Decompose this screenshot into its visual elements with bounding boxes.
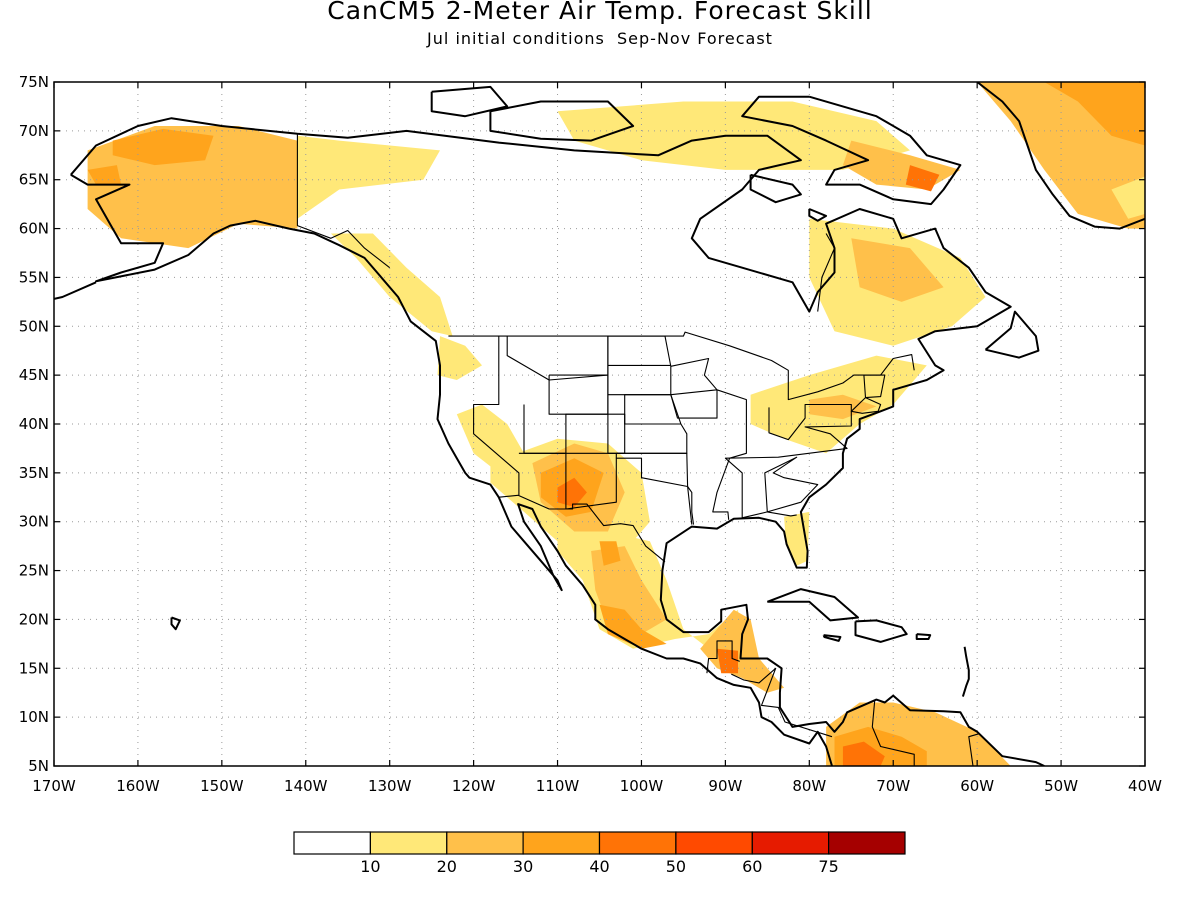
colorbar-swatch	[369, 831, 448, 855]
skill-region-alaska-west	[87, 165, 122, 185]
lon-tick-label: 50W	[1044, 777, 1078, 795]
skill-region-labrador-inner	[851, 238, 944, 302]
colorbar-label: 40	[589, 857, 609, 876]
lat-tick-label: 5N	[28, 757, 49, 775]
border-hudson-bay-east	[817, 233, 836, 312]
border-us-states-dakotas	[607, 335, 672, 396]
coastline-southampton-island	[749, 173, 802, 204]
skill-region-mexico-north-hot	[599, 541, 621, 566]
coastline-jamaica	[822, 634, 842, 642]
skill-region-baffin-hot	[905, 165, 940, 192]
skill-region-bc-coast	[330, 233, 453, 337]
border-us-states-northeast	[850, 374, 886, 414]
map-title: CanCM5 2-Meter Air Temp. Forecast Skill	[327, 0, 873, 25]
axis-layer: 170W 160W 150W 140W 130W 120W 110W 100W 90W 80W 70…	[19, 73, 1162, 795]
colorbar-swatch	[675, 831, 753, 855]
lon-tick-label: 120W	[452, 777, 496, 795]
lon-tick-label: 140W	[284, 777, 328, 795]
coastline-baffin-island	[741, 95, 962, 206]
lon-tick-label: 110W	[536, 777, 580, 795]
border-us-states-utah-colorado	[523, 404, 626, 454]
border-us-states-midwest	[670, 357, 747, 520]
lat-tick-label: 30N	[19, 513, 49, 531]
lon-tick-label: 90W	[708, 777, 742, 795]
lat-tick-label: 45N	[19, 366, 49, 384]
lat-tick-label: 25N	[19, 562, 49, 580]
lon-tick-label: 80W	[792, 777, 826, 795]
coastline-puerto-rico	[915, 633, 932, 640]
coastline-lesser-antilles	[961, 646, 970, 697]
skill-region-alaska-north	[112, 128, 214, 166]
skill-region-greenland-inner	[1044, 82, 1145, 146]
lat-tick-label: 40N	[19, 415, 49, 433]
colorbar-swatch	[751, 831, 830, 855]
border-central-america-borders	[731, 667, 833, 738]
colorbar-swatch	[598, 831, 677, 855]
lon-tick-label: 160W	[116, 777, 160, 795]
border-us-canada-border	[448, 331, 915, 401]
lon-tick-label: 150W	[200, 777, 244, 795]
skill-region-mexico-hot	[599, 604, 667, 649]
border-us-states-oklahoma-texas	[615, 452, 695, 525]
map-subtitle: Jul initial conditions Sep-Nov Forecast	[427, 29, 773, 48]
skill-region-central-america-hot	[717, 648, 738, 674]
skill-region-pacific-nw	[437, 336, 482, 380]
colorbar-swatch	[827, 831, 906, 855]
lat-tick-label: 55N	[19, 268, 49, 286]
colorbar-swatch	[446, 831, 524, 855]
border-us-states-east	[724, 403, 852, 519]
skill-region-southwest-core	[557, 477, 587, 508]
coastline-hispaniola	[854, 619, 908, 643]
colorbar-label: 50	[666, 857, 686, 876]
colorbar-label: 10	[360, 857, 380, 876]
skill-region-central-america	[700, 609, 785, 693]
border-layer	[296, 133, 979, 766]
coastline-cuba	[766, 588, 859, 622]
colorbar-label: 20	[437, 857, 457, 876]
skill-region-south-america-core	[842, 741, 885, 766]
lat-tick-label: 50N	[19, 317, 49, 335]
coastline-hawaii	[170, 616, 181, 631]
lat-tick-label: 15N	[19, 659, 49, 677]
coastline-greenland-coast	[976, 82, 1145, 230]
lon-tick-label: 70W	[876, 777, 910, 795]
lat-tick-label: 65N	[19, 171, 49, 189]
colorbar-label: 30	[513, 857, 533, 876]
lon-tick-label: 60W	[960, 777, 994, 795]
coastline-hudson-bay-islands	[808, 208, 828, 222]
coastline-aleutians	[54, 281, 97, 300]
grid-layer	[54, 82, 1145, 766]
border-mexico-guatemala-border	[706, 640, 740, 674]
coastline-victoria-island	[489, 100, 635, 142]
border-alaska-canada-border	[296, 133, 391, 269]
colorbar: 10 20 30 40 50 60 75	[293, 831, 906, 876]
lat-tick-label: 10N	[19, 708, 49, 726]
coastline-pacific-coast	[70, 173, 833, 766]
border-us-states-vertical	[473, 336, 520, 496]
lon-tick-label: 130W	[368, 777, 412, 795]
colorbar-swatch	[293, 831, 372, 855]
lat-tick-label: 75N	[19, 73, 49, 91]
colorbar-label: 75	[818, 857, 838, 876]
lon-tick-label: 170W	[32, 777, 76, 795]
coastline-banks-island	[430, 85, 509, 118]
lon-tick-label: 40W	[1128, 777, 1162, 795]
lon-tick-label: 100W	[620, 777, 664, 795]
lat-tick-label: 60N	[19, 220, 49, 238]
border-south-america-borders	[871, 699, 979, 766]
colorbar-label: 60	[742, 857, 762, 876]
colorbar-swatch	[522, 831, 601, 855]
skill-region-yukon	[297, 135, 440, 219]
border-us-mexico-border	[497, 494, 666, 563]
lat-tick-label: 70N	[19, 122, 49, 140]
skill-region-northeast-hot	[809, 394, 877, 420]
lat-tick-label: 20N	[19, 610, 49, 628]
coastline-newfoundland	[984, 310, 1040, 359]
skill-region-greenland-east	[1111, 176, 1145, 219]
lat-tick-label: 35N	[19, 464, 49, 482]
